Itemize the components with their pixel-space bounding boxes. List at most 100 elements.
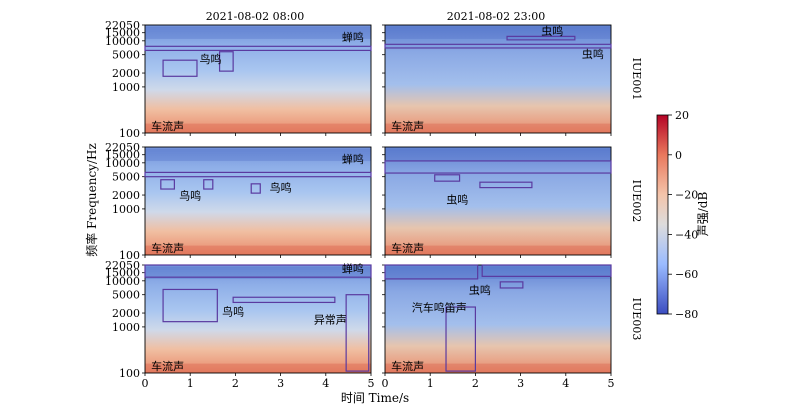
y-tick-label: 10000 bbox=[105, 35, 140, 48]
annotation-label: 车流声 bbox=[151, 241, 184, 255]
panel-frame bbox=[144, 24, 372, 134]
spectrogram-panel bbox=[145, 147, 371, 255]
annotation-label: 鸟鸣 bbox=[200, 52, 222, 66]
y-tick-label: 2000 bbox=[112, 67, 140, 80]
annotation-label: 车流声 bbox=[391, 119, 424, 133]
annotation-box bbox=[144, 45, 372, 51]
annotation-label: 车流声 bbox=[151, 359, 184, 373]
column-title-left: 2021-08-02 08:00 bbox=[206, 10, 305, 23]
panel-frame bbox=[384, 146, 612, 256]
high-band bbox=[385, 266, 611, 279]
annotation-box bbox=[384, 43, 612, 49]
annotation-box bbox=[203, 179, 214, 190]
spectrogram-panel bbox=[145, 25, 371, 133]
annotation-box bbox=[160, 179, 175, 190]
annotation-label: 虫鸣 bbox=[541, 24, 563, 38]
annotation-box bbox=[506, 35, 576, 41]
y-tick-label: 100 bbox=[119, 127, 140, 140]
annotation-label: 蝉鸣 bbox=[342, 30, 364, 44]
x-tick-label: 3 bbox=[517, 377, 524, 390]
y-tick-label: 22050 bbox=[105, 141, 140, 154]
annotation-box bbox=[345, 294, 370, 372]
colorbar-tick-label: −20 bbox=[675, 189, 698, 202]
y-tick-label: 1000 bbox=[112, 321, 140, 334]
annotation-box bbox=[481, 264, 612, 277]
y-tick-label: 5000 bbox=[112, 171, 140, 184]
y-tick-label: 1000 bbox=[112, 203, 140, 216]
colorbar-tick-label: 0 bbox=[675, 149, 682, 162]
colorbar bbox=[656, 114, 669, 315]
x-tick-label: 5 bbox=[608, 377, 615, 390]
annotation-label: 汽车鸣笛声 bbox=[412, 301, 467, 315]
high-band bbox=[145, 266, 371, 279]
annotation-label: 车流声 bbox=[391, 241, 424, 255]
low-band bbox=[385, 363, 611, 373]
y-tick-label: 2000 bbox=[112, 189, 140, 202]
y-axis-label: 频率 Frequency/Hz bbox=[84, 143, 99, 257]
low-band bbox=[145, 123, 371, 133]
row-label: IUE003 bbox=[630, 298, 643, 341]
panel-frame bbox=[144, 146, 372, 256]
annotation-box bbox=[434, 174, 461, 182]
annotation-box bbox=[232, 296, 336, 304]
low-band bbox=[385, 123, 611, 133]
annotation-label: 蝉鸣 bbox=[342, 262, 364, 276]
low-band bbox=[145, 245, 371, 255]
y-tick-label: 15000 bbox=[105, 267, 140, 280]
x-tick-label: 3 bbox=[277, 377, 284, 390]
annotation-box bbox=[218, 51, 234, 72]
x-tick-label: 4 bbox=[562, 377, 569, 390]
y-tick-label: 15000 bbox=[105, 27, 140, 40]
x-tick-label: 5 bbox=[368, 377, 375, 390]
y-tick-label: 1000 bbox=[112, 81, 140, 94]
low-band bbox=[145, 363, 371, 373]
row-label: IUE001 bbox=[630, 58, 643, 101]
high-band bbox=[385, 148, 611, 161]
annotation-label: 鸟鸣 bbox=[179, 189, 201, 203]
y-tick-label: 100 bbox=[119, 367, 140, 380]
spectrogram-panel bbox=[385, 147, 611, 255]
x-tick-label: 0 bbox=[382, 377, 389, 390]
y-tick-label: 100 bbox=[119, 249, 140, 262]
annotation-label: 鸟鸣 bbox=[222, 305, 244, 319]
y-tick-label: 5000 bbox=[112, 289, 140, 302]
x-tick-label: 1 bbox=[427, 377, 434, 390]
high-band bbox=[385, 26, 611, 39]
y-tick-label: 22050 bbox=[105, 259, 140, 272]
spectrogram-panel bbox=[385, 25, 611, 133]
low-band bbox=[385, 245, 611, 255]
y-tick-label: 22050 bbox=[105, 19, 140, 32]
x-tick-label: 2 bbox=[232, 377, 239, 390]
annotation-box bbox=[479, 181, 533, 189]
annotation-box bbox=[162, 288, 218, 323]
x-tick-label: 1 bbox=[187, 377, 194, 390]
high-band bbox=[145, 26, 371, 39]
y-tick-label: 2000 bbox=[112, 307, 140, 320]
high-band bbox=[145, 148, 371, 161]
annotation-label: 异常声 bbox=[314, 312, 347, 326]
colorbar-tick-label: 20 bbox=[675, 109, 689, 122]
annotation-box bbox=[250, 183, 261, 194]
panel-frame bbox=[384, 24, 612, 134]
y-tick-label: 10000 bbox=[105, 157, 140, 170]
spectrogram-panel bbox=[145, 265, 371, 373]
annotation-box bbox=[384, 160, 612, 174]
column-title-right: 2021-08-02 23:00 bbox=[447, 10, 546, 23]
colorbar-label: 声强/dB bbox=[696, 192, 710, 237]
annotation-box bbox=[445, 306, 476, 372]
annotation-label: 蝉鸣 bbox=[342, 152, 364, 166]
colorbar-ticks: 20 0 −20 −40 −60 −80 bbox=[668, 109, 698, 321]
annotation-box bbox=[384, 264, 479, 280]
annotation-label: 虫鸣 bbox=[446, 193, 468, 207]
x-axis-label: 时间 Time/s bbox=[341, 391, 409, 405]
annotation-label: 车流声 bbox=[151, 119, 184, 133]
x-tick-label: 2 bbox=[472, 377, 479, 390]
annotation-label: 车流声 bbox=[391, 359, 424, 373]
annotation-label: 鸟鸣 bbox=[270, 180, 292, 194]
annotation-label: 虫鸣 bbox=[582, 47, 604, 61]
annotation-box bbox=[144, 264, 372, 278]
x-tick-label: 4 bbox=[322, 377, 329, 390]
row-label: IUE002 bbox=[630, 180, 643, 223]
annotation-box bbox=[144, 171, 372, 178]
